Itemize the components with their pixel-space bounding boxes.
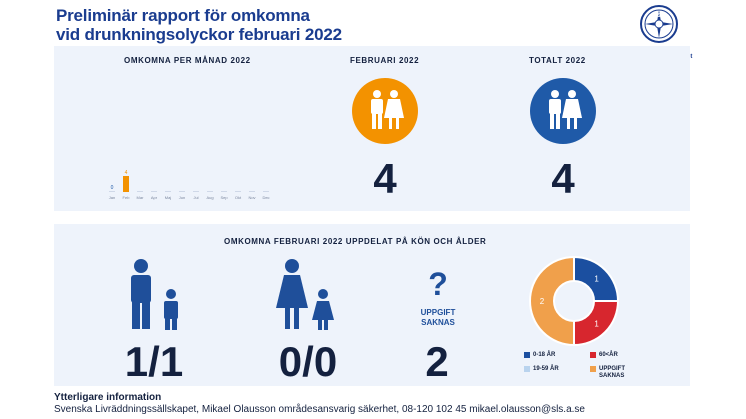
month-title: FEBRUARI 2022 — [350, 56, 420, 65]
donut-label-0: 1 — [594, 274, 599, 283]
bar-jan — [109, 191, 115, 192]
bar-mar — [137, 191, 143, 192]
donut-label-3: 2 — [540, 297, 545, 306]
report-title: Preliminär rapport för omkomna vid drunk… — [56, 6, 616, 44]
title-line-2: vid drunkningsolyckor februari 2022 — [56, 25, 342, 44]
legend-swatch — [590, 366, 596, 372]
bar-maj — [165, 191, 171, 192]
footer-contact: Svenska Livräddningssällskapet, Mikael O… — [54, 404, 585, 415]
title-line-1: Preliminär rapport för omkomna — [56, 6, 310, 25]
footer: Ytterligare information Svenska Livräddn… — [54, 392, 585, 416]
legend-label: 0-18 ÅR — [533, 352, 556, 358]
bottom-panel: OMKOMNA FEBRUARI 2022 UPPDELAT PÅ KÖN OC… — [54, 224, 690, 386]
tick-label-apr: Apr — [151, 195, 158, 200]
tick-label-feb: Feb — [123, 195, 131, 200]
legend-swatch — [524, 352, 530, 358]
lifebuoy-icon: S L S — [640, 5, 678, 43]
monthly-chart: 0 Jan 4 Feb Mar Apr Maj Jun Jul Aug Sep Okt Nov Dec — [109, 170, 270, 200]
unknown-label-line-2: SAKNAS — [421, 318, 455, 327]
unknown-label: UPPGIFT SAKNAS — [404, 308, 472, 328]
legend-item-19-59: 19-59 ÅR — [524, 366, 559, 373]
total-people-icon — [530, 78, 596, 144]
bar-okt — [235, 191, 241, 192]
legend-item-unknown: UPPGIFT SAKNAS — [590, 366, 625, 380]
tick-label-sep: Sep — [220, 195, 228, 200]
legend-label: 19-59 ÅR — [533, 366, 559, 372]
legend-label: UPPGIFT SAKNAS — [599, 366, 626, 379]
donut-label-2: 1 — [594, 320, 599, 329]
top-panel: OMKOMNA PER MÅNAD 2022 FEBRUARI 2022 TOT… — [54, 46, 690, 211]
woman-girl-icon — [276, 259, 334, 330]
data-label-feb: 4 — [125, 170, 128, 176]
bar-apr — [151, 191, 157, 192]
women-count: 0/0 — [278, 338, 338, 385]
legend-swatch — [590, 352, 596, 358]
total-title: TOTALT 2022 — [529, 56, 586, 65]
unknown-count: 2 — [425, 338, 449, 385]
data-label-jan: 0 — [111, 185, 114, 191]
tick-label-maj: Maj — [165, 195, 172, 200]
bar-aug — [207, 191, 213, 192]
bar-jul — [193, 191, 199, 192]
bar-sep — [221, 191, 227, 192]
bar-jun — [179, 191, 185, 192]
men-count: 1/1 — [124, 338, 184, 385]
age-donut-chart: 1 1 2 — [529, 255, 620, 347]
month-people-icon — [352, 78, 418, 144]
unknown-label-line-1: UPPGIFT — [420, 308, 456, 317]
svg-text:L: L — [649, 28, 652, 34]
legend-item-60: 60<ÅR — [590, 352, 618, 359]
tick-label-aug: Aug — [206, 195, 213, 200]
chart-title: OMKOMNA PER MÅNAD 2022 — [124, 56, 251, 65]
month-count: 4 — [373, 155, 397, 202]
tick-label-okt: Okt — [235, 195, 242, 200]
svg-text:S: S — [665, 28, 669, 34]
svg-text:S: S — [657, 13, 661, 19]
tick-label-dec: Dec — [262, 195, 269, 200]
breakdown-title: OMKOMNA FEBRUARI 2022 UPPDELAT PÅ KÖN OC… — [224, 237, 487, 246]
question-mark-icon: ? — [428, 266, 448, 302]
bar-dec — [263, 191, 269, 192]
legend-item-0-18: 0-18 ÅR — [524, 352, 555, 359]
footer-heading: Ytterligare information — [54, 392, 162, 403]
tick-label-jan: Jan — [109, 195, 115, 200]
bar-nov — [249, 191, 255, 192]
bar-feb — [123, 176, 129, 192]
legend-label: 60<ÅR — [599, 352, 618, 358]
tick-label-jul: Jul — [193, 195, 198, 200]
donut-slice-3 — [529, 255, 575, 347]
tick-label-nov: Nov — [248, 195, 255, 200]
man-boy-icon — [131, 259, 178, 330]
legend-swatch — [524, 366, 530, 372]
tick-label-mar: Mar — [137, 195, 145, 200]
total-count: 4 — [551, 155, 575, 202]
tick-label-jun: Jun — [179, 195, 185, 200]
